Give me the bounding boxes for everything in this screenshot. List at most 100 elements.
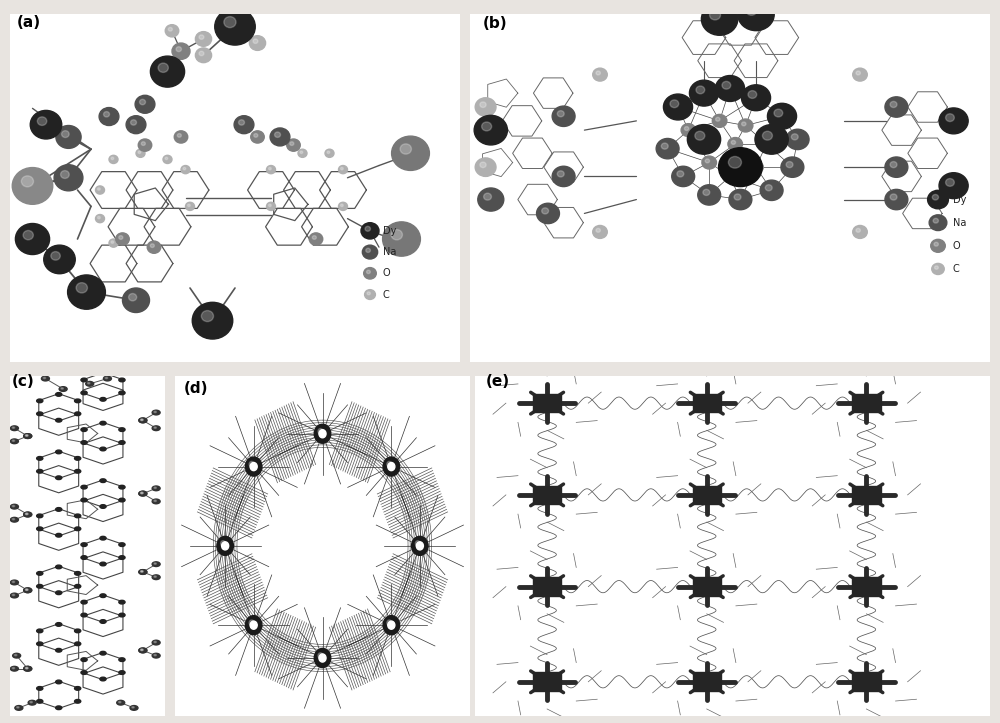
Circle shape <box>312 236 316 239</box>
Circle shape <box>81 428 87 432</box>
Circle shape <box>81 441 87 445</box>
Circle shape <box>365 290 375 299</box>
Circle shape <box>26 589 28 591</box>
Circle shape <box>321 432 323 434</box>
Circle shape <box>75 399 81 403</box>
Circle shape <box>856 71 860 75</box>
Text: Dy: Dy <box>383 226 396 236</box>
Circle shape <box>24 667 32 671</box>
Circle shape <box>946 114 954 121</box>
Circle shape <box>752 163 756 168</box>
Circle shape <box>116 233 129 245</box>
Circle shape <box>269 167 271 170</box>
Circle shape <box>14 654 17 656</box>
Circle shape <box>150 56 185 87</box>
Circle shape <box>195 32 212 46</box>
Circle shape <box>593 68 607 81</box>
Circle shape <box>557 171 564 177</box>
Circle shape <box>140 99 145 105</box>
Circle shape <box>677 171 684 177</box>
Circle shape <box>719 147 762 187</box>
Circle shape <box>939 108 968 134</box>
Circle shape <box>537 203 559 223</box>
Circle shape <box>152 410 160 415</box>
Circle shape <box>853 226 867 239</box>
Circle shape <box>701 3 738 35</box>
Circle shape <box>119 600 125 604</box>
Circle shape <box>186 202 194 210</box>
Circle shape <box>689 80 719 106</box>
Circle shape <box>96 186 104 194</box>
Circle shape <box>131 120 136 125</box>
Circle shape <box>366 248 370 252</box>
Circle shape <box>249 35 266 51</box>
Circle shape <box>188 204 190 207</box>
Circle shape <box>24 434 32 438</box>
Circle shape <box>250 463 257 471</box>
Circle shape <box>62 131 69 137</box>
Circle shape <box>119 498 125 502</box>
Circle shape <box>325 149 334 158</box>
Circle shape <box>338 202 348 210</box>
Circle shape <box>728 137 742 150</box>
Circle shape <box>37 572 43 576</box>
Circle shape <box>81 658 87 662</box>
Circle shape <box>15 223 50 254</box>
Circle shape <box>781 157 804 177</box>
Circle shape <box>13 654 21 658</box>
Circle shape <box>885 157 908 177</box>
Circle shape <box>341 167 343 170</box>
Circle shape <box>287 139 300 151</box>
Circle shape <box>154 500 156 502</box>
Circle shape <box>890 161 897 168</box>
Circle shape <box>152 499 160 504</box>
Circle shape <box>37 399 43 403</box>
Circle shape <box>361 223 379 239</box>
Circle shape <box>119 378 125 382</box>
Bar <box>533 672 561 691</box>
Circle shape <box>387 461 392 467</box>
Circle shape <box>75 572 81 576</box>
Circle shape <box>141 492 143 494</box>
Circle shape <box>81 391 87 395</box>
Circle shape <box>199 51 204 56</box>
Circle shape <box>147 241 161 253</box>
Circle shape <box>24 512 32 517</box>
Circle shape <box>98 216 100 219</box>
Circle shape <box>26 667 28 669</box>
Circle shape <box>75 629 81 633</box>
Circle shape <box>593 226 607 239</box>
Circle shape <box>786 129 809 150</box>
Circle shape <box>37 687 43 690</box>
Circle shape <box>56 680 62 684</box>
Text: Na: Na <box>383 247 396 257</box>
Circle shape <box>687 124 721 154</box>
Circle shape <box>542 208 549 214</box>
Circle shape <box>15 706 23 710</box>
Circle shape <box>126 116 146 134</box>
Circle shape <box>181 166 190 174</box>
Circle shape <box>26 667 28 669</box>
Circle shape <box>762 140 767 145</box>
Circle shape <box>141 142 145 145</box>
Circle shape <box>88 382 90 384</box>
Circle shape <box>117 701 125 705</box>
Circle shape <box>24 512 32 517</box>
Circle shape <box>786 161 793 168</box>
Circle shape <box>99 108 119 126</box>
Circle shape <box>195 48 212 63</box>
Text: C: C <box>953 264 959 274</box>
Circle shape <box>929 215 947 231</box>
Bar <box>693 672 721 691</box>
Circle shape <box>165 25 179 37</box>
Circle shape <box>418 544 420 546</box>
Bar <box>693 394 721 413</box>
Circle shape <box>56 591 62 594</box>
Circle shape <box>100 620 106 623</box>
Circle shape <box>738 0 774 30</box>
Circle shape <box>890 194 897 200</box>
Circle shape <box>223 544 225 546</box>
Text: (d): (d) <box>184 381 208 396</box>
Circle shape <box>163 155 172 163</box>
Circle shape <box>716 117 720 121</box>
